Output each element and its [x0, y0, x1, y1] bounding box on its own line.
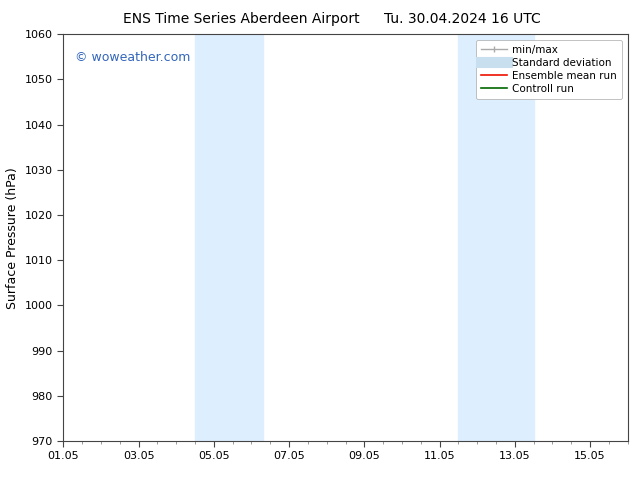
Bar — [458, 34, 534, 441]
Text: © woweather.com: © woweather.com — [75, 50, 190, 64]
Bar — [195, 34, 262, 441]
Y-axis label: Surface Pressure (hPa): Surface Pressure (hPa) — [6, 167, 19, 309]
Legend: min/max, Standard deviation, Ensemble mean run, Controll run: min/max, Standard deviation, Ensemble me… — [476, 40, 623, 99]
Text: ENS Time Series Aberdeen Airport: ENS Time Series Aberdeen Airport — [122, 12, 359, 26]
Text: Tu. 30.04.2024 16 UTC: Tu. 30.04.2024 16 UTC — [384, 12, 541, 26]
